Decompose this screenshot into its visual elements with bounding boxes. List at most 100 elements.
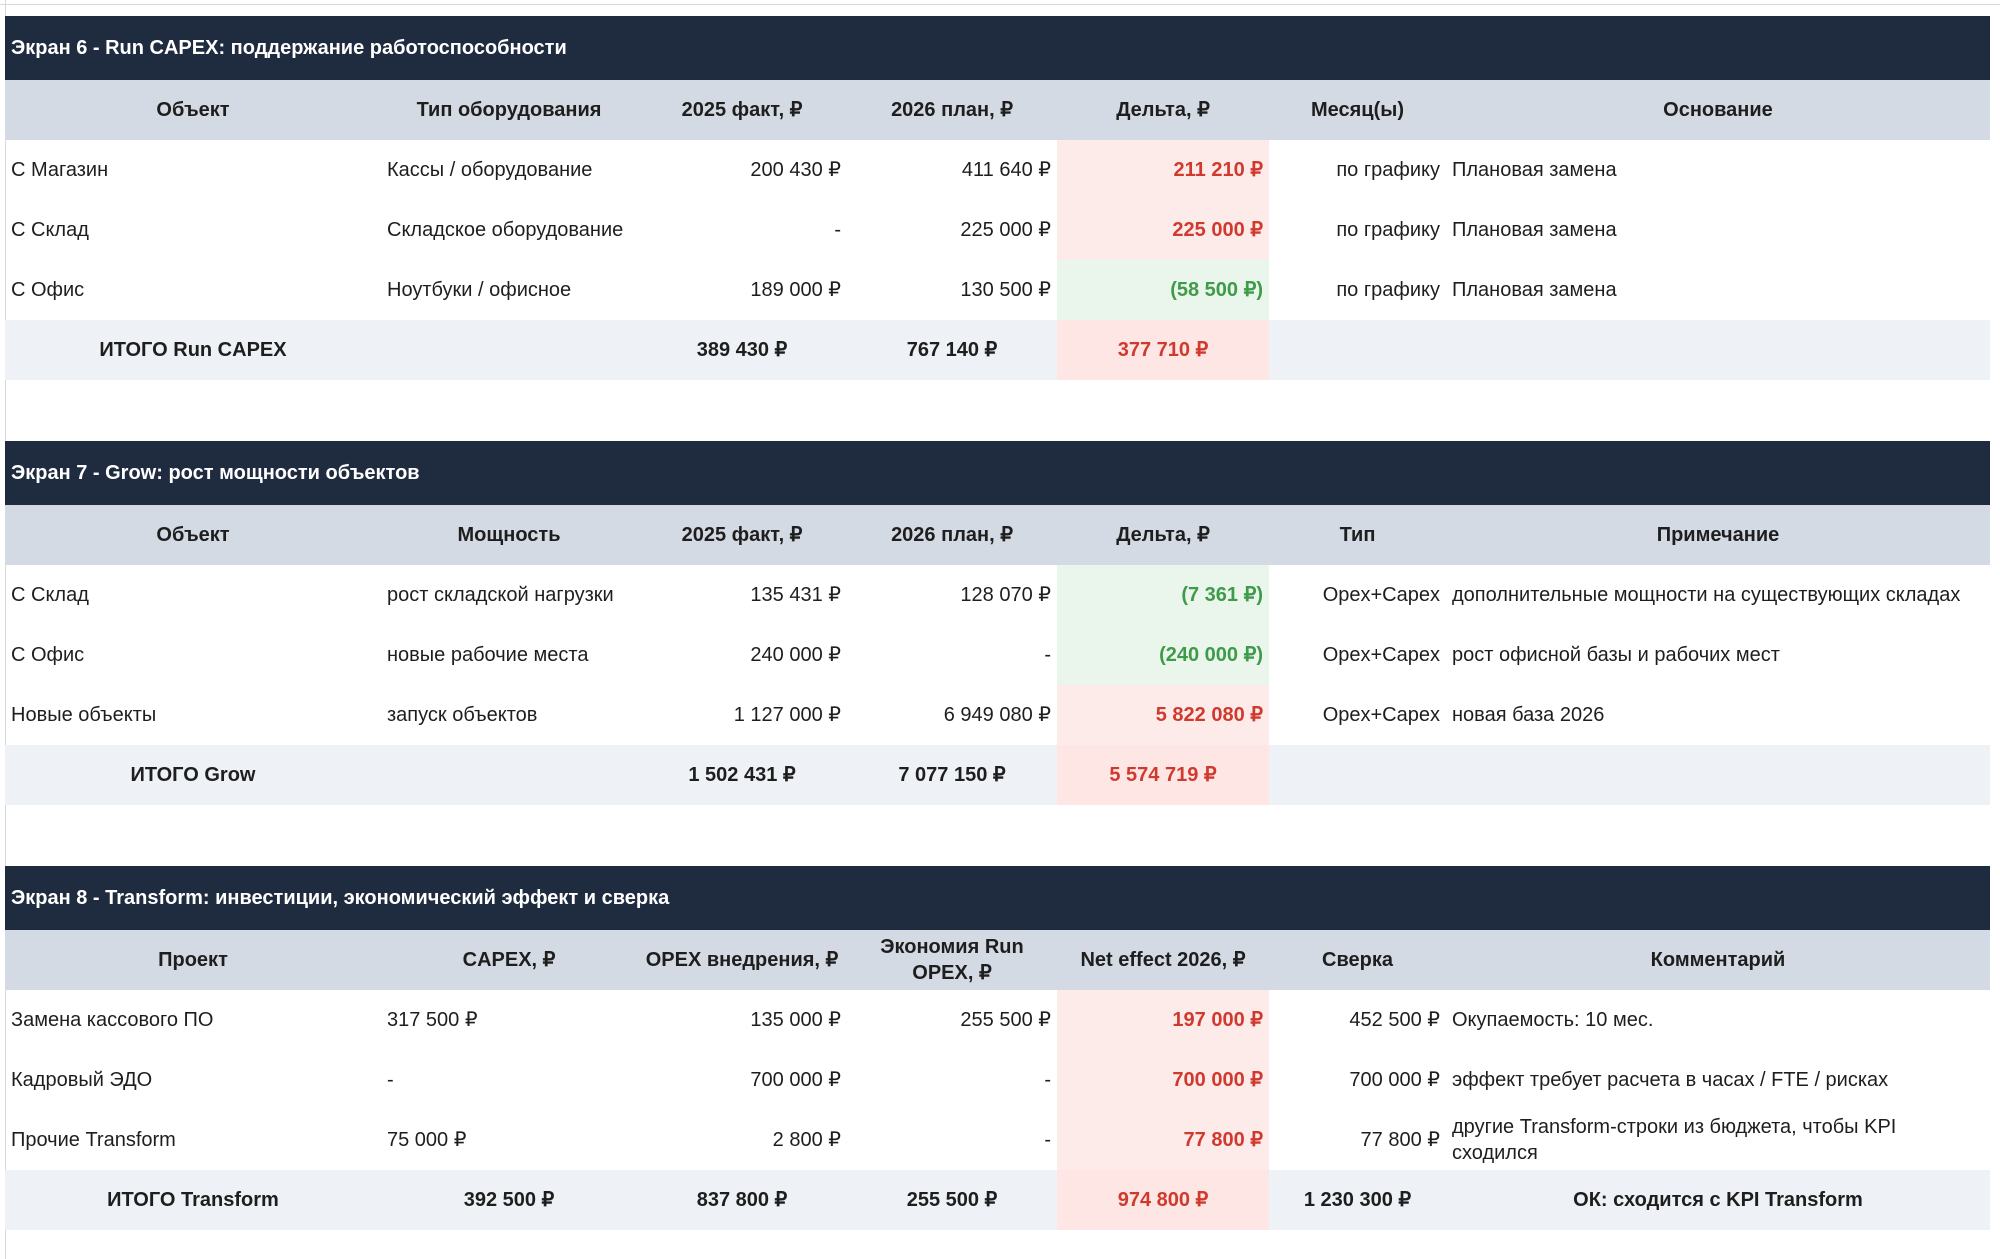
- cell-object[interactable]: С Офис: [11, 644, 85, 666]
- cell-delta[interactable]: (7 361 ₽): [1057, 565, 1269, 625]
- cell-note[interactable]: дополнительные мощности на существующих …: [1452, 584, 1961, 606]
- cell-empty[interactable]: [1446, 320, 1990, 380]
- cell-capacity[interactable]: новые рабочие места: [387, 644, 589, 666]
- cell-type[interactable]: Кассы / оборудование: [387, 159, 593, 181]
- cell-plan-2026[interactable]: 6 949 080 ₽: [943, 704, 1051, 726]
- cell-net-effect[interactable]: 197 000 ₽: [1057, 990, 1269, 1050]
- total-label[interactable]: ИТОГО Run CAPEX: [99, 339, 287, 361]
- cell-project[interactable]: Кадровый ЭДО: [11, 1069, 153, 1091]
- col-header[interactable]: Примечание: [1656, 524, 1780, 546]
- cell-comment[interactable]: другие Transform-строки из бюджета, чтоб…: [1452, 1116, 1897, 1164]
- total-delta[interactable]: 377 710 ₽: [1057, 320, 1269, 380]
- cell-plan-2026[interactable]: 225 000 ₽: [960, 219, 1051, 241]
- cell-type[interactable]: Opex+Capex: [1322, 584, 1440, 606]
- col-header[interactable]: Тип оборудования: [416, 99, 602, 121]
- cell-month[interactable]: по графику: [1336, 219, 1440, 241]
- cell-project[interactable]: Прочие Transform: [11, 1129, 176, 1151]
- cell-capex[interactable]: -: [387, 1069, 394, 1091]
- cell-empty[interactable]: [381, 745, 637, 805]
- cell-net-effect[interactable]: 77 800 ₽: [1057, 1110, 1269, 1170]
- col-header[interactable]: Дельта, ₽: [1116, 524, 1210, 546]
- cell-check[interactable]: 700 000 ₽: [1349, 1069, 1440, 1091]
- cell-capex[interactable]: 317 500 ₽: [387, 1009, 478, 1031]
- cell-month[interactable]: по графику: [1336, 159, 1440, 181]
- cell-basis[interactable]: Плановая замена: [1452, 159, 1617, 181]
- total-plan-2026[interactable]: 767 140 ₽: [906, 339, 998, 361]
- col-header[interactable]: Экономия Run OPEX, ₽: [880, 936, 1024, 984]
- cell-empty[interactable]: [1446, 745, 1990, 805]
- col-header[interactable]: Проект: [158, 949, 228, 971]
- cell-type[interactable]: Opex+Capex: [1322, 704, 1440, 726]
- col-header[interactable]: 2026 план, ₽: [891, 99, 1013, 121]
- cell-delta[interactable]: 225 000 ₽: [1057, 200, 1269, 260]
- cell-fact-2025[interactable]: -: [834, 219, 841, 241]
- total-net-effect[interactable]: 974 800 ₽: [1057, 1170, 1269, 1230]
- col-header[interactable]: OPEX внедрения, ₽: [645, 949, 839, 971]
- col-header[interactable]: Сверка: [1322, 949, 1393, 971]
- col-header[interactable]: Net effect 2026, ₽: [1080, 949, 1246, 971]
- cell-capex[interactable]: 75 000 ₽: [387, 1129, 467, 1151]
- col-header[interactable]: Мощность: [457, 524, 561, 546]
- cell-opex[interactable]: 700 000 ₽: [750, 1069, 841, 1091]
- cell-type[interactable]: Ноутбуки / офисное: [387, 279, 572, 301]
- cell-savings[interactable]: 255 500 ₽: [960, 1009, 1051, 1031]
- col-header[interactable]: Дельта, ₽: [1116, 99, 1210, 121]
- total-savings[interactable]: 255 500 ₽: [906, 1189, 998, 1211]
- cell-object[interactable]: С Офис: [11, 279, 85, 301]
- cell-check[interactable]: 77 800 ₽: [1360, 1129, 1440, 1151]
- col-header[interactable]: Тип: [1339, 524, 1376, 546]
- cell-delta[interactable]: 211 210 ₽: [1057, 140, 1269, 200]
- total-check[interactable]: 1 230 300 ₽: [1303, 1189, 1412, 1211]
- cell-empty[interactable]: [1269, 320, 1446, 380]
- cell-plan-2026[interactable]: -: [1044, 644, 1051, 666]
- cell-savings[interactable]: -: [1044, 1129, 1051, 1151]
- cell-fact-2025[interactable]: 135 431 ₽: [750, 584, 841, 606]
- col-header[interactable]: 2025 факт, ₽: [681, 99, 803, 121]
- total-capex[interactable]: 392 500 ₽: [463, 1189, 555, 1211]
- cell-delta[interactable]: 5 822 080 ₽: [1057, 685, 1269, 745]
- cell-object[interactable]: С Склад: [11, 584, 89, 606]
- cell-object[interactable]: С Склад: [11, 219, 89, 241]
- total-fact-2025[interactable]: 1 502 431 ₽: [688, 764, 796, 786]
- cell-empty[interactable]: [381, 320, 637, 380]
- cell-note[interactable]: рост офисной базы и рабочих мест: [1452, 644, 1780, 666]
- cell-plan-2026[interactable]: 130 500 ₽: [960, 279, 1051, 301]
- cell-object[interactable]: С Магазин: [11, 159, 109, 181]
- total-label[interactable]: ИТОГО Transform: [107, 1189, 279, 1211]
- cell-type[interactable]: Складское оборудование: [387, 219, 624, 241]
- cell-plan-2026[interactable]: 411 640 ₽: [961, 159, 1051, 181]
- cell-fact-2025[interactable]: 189 000 ₽: [750, 279, 841, 301]
- col-header[interactable]: 2026 план, ₽: [891, 524, 1013, 546]
- cell-note[interactable]: новая база 2026: [1452, 704, 1605, 726]
- cell-comment[interactable]: Окупаемость: 10 мес.: [1452, 1009, 1654, 1031]
- cell-fact-2025[interactable]: 1 127 000 ₽: [733, 704, 841, 726]
- total-fact-2025[interactable]: 389 430 ₽: [696, 339, 788, 361]
- col-header[interactable]: Объект: [156, 524, 230, 546]
- cell-opex[interactable]: 2 800 ₽: [772, 1129, 841, 1151]
- cell-check[interactable]: 452 500 ₽: [1349, 1009, 1440, 1031]
- cell-empty[interactable]: [1269, 745, 1446, 805]
- col-header[interactable]: Комментарий: [1650, 949, 1786, 971]
- cell-capacity[interactable]: запуск объектов: [387, 704, 538, 726]
- cell-capacity[interactable]: рост складской нагрузки: [387, 584, 614, 606]
- total-label[interactable]: ИТОГО Grow: [130, 764, 256, 786]
- cell-delta[interactable]: (58 500 ₽): [1057, 260, 1269, 320]
- total-delta[interactable]: 5 574 719 ₽: [1057, 745, 1269, 805]
- col-header[interactable]: Объект: [156, 99, 230, 121]
- total-comment[interactable]: ОК: сходится с KPI Transform: [1573, 1189, 1863, 1211]
- col-header[interactable]: CAPEX, ₽: [462, 949, 556, 971]
- col-header[interactable]: 2025 факт, ₽: [681, 524, 803, 546]
- cell-type[interactable]: Opex+Capex: [1322, 644, 1440, 666]
- total-opex[interactable]: 837 800 ₽: [696, 1189, 788, 1211]
- cell-basis[interactable]: Плановая замена: [1452, 279, 1617, 301]
- cell-comment[interactable]: эффект требует расчета в часах / FTE / р…: [1452, 1069, 1889, 1091]
- col-header[interactable]: Месяц(ы): [1310, 99, 1404, 121]
- cell-fact-2025[interactable]: 240 000 ₽: [750, 644, 841, 666]
- cell-net-effect[interactable]: 700 000 ₽: [1057, 1050, 1269, 1110]
- col-header[interactable]: Основание: [1663, 99, 1773, 121]
- cell-fact-2025[interactable]: 200 430 ₽: [750, 159, 841, 181]
- cell-project[interactable]: Замена кассового ПО: [11, 1009, 214, 1031]
- cell-savings[interactable]: -: [1044, 1069, 1051, 1091]
- cell-month[interactable]: по графику: [1336, 279, 1440, 301]
- cell-basis[interactable]: Плановая замена: [1452, 219, 1617, 241]
